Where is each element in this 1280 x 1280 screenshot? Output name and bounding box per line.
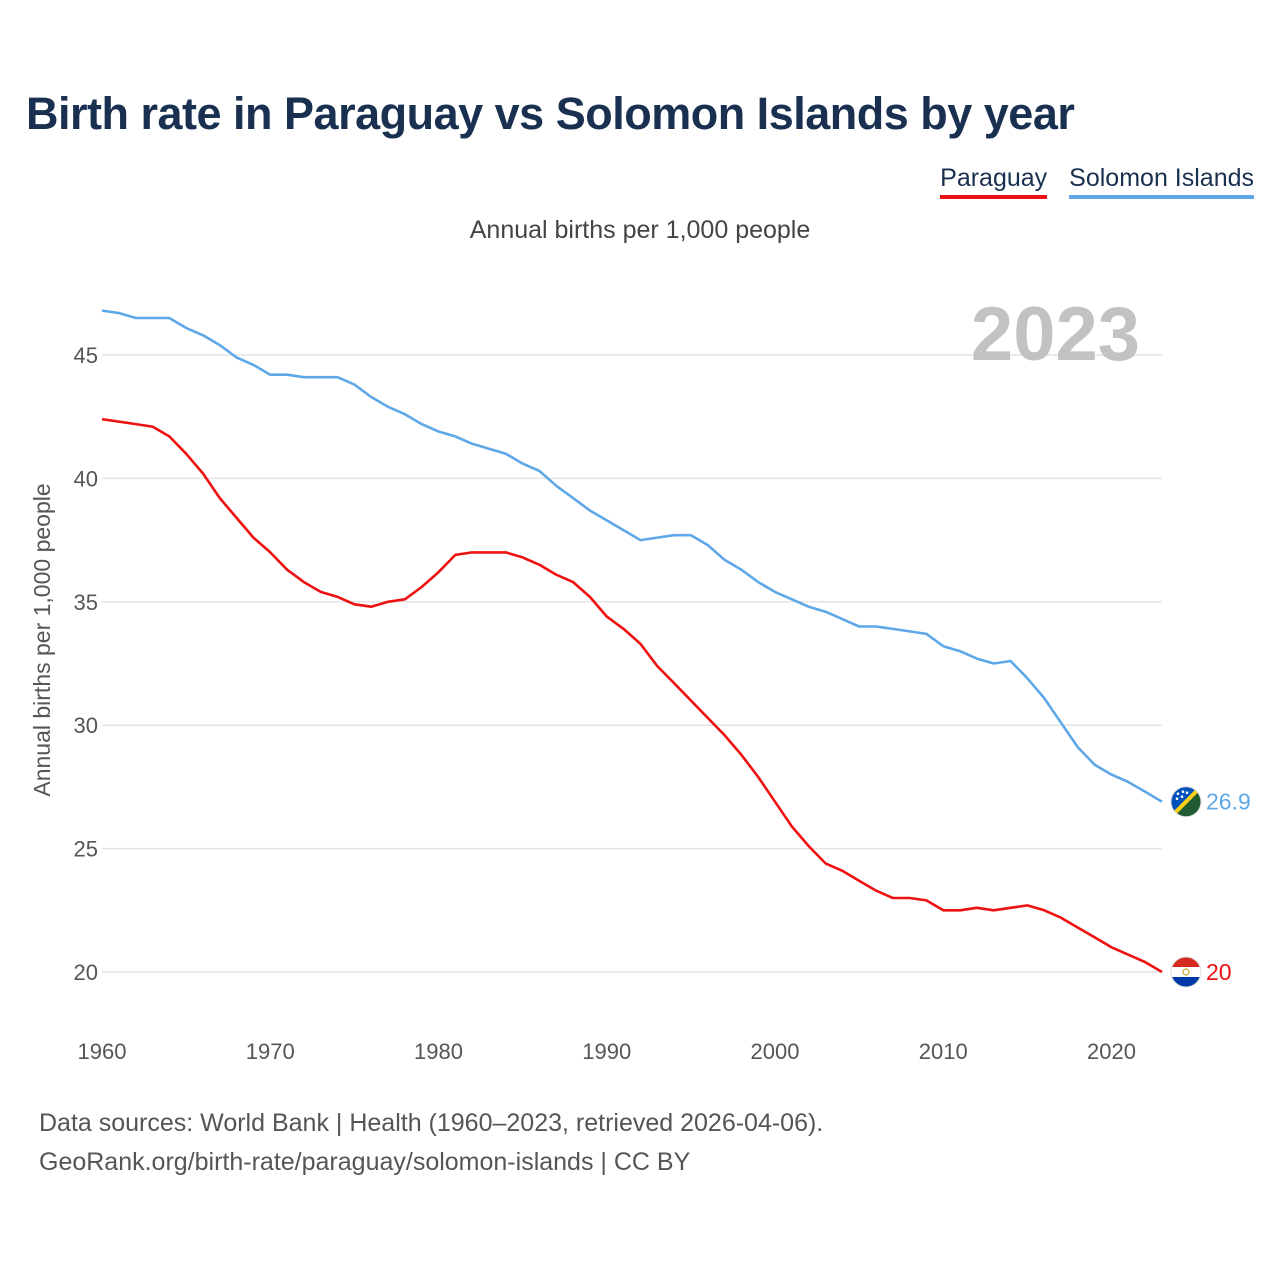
year-label: 2023 (971, 292, 1140, 377)
x-tick-label: 2000 (751, 1039, 800, 1064)
x-tick-label: 2010 (919, 1039, 968, 1064)
source-url[interactable]: GeoRank.org/birth-rate/paraguay/solomon-… (39, 1148, 691, 1176)
x-tick-label: 1960 (78, 1039, 127, 1064)
x-tick-label: 2020 (1087, 1039, 1136, 1064)
y-tick-label: 30 (74, 713, 98, 738)
x-tick-label: 1980 (414, 1039, 463, 1064)
x-axis: 1960 1970 1980 1990 2000 2010 2020 (78, 1039, 1136, 1064)
end-value-label: 26.9 (1206, 789, 1251, 815)
y-axis: 20 25 30 35 40 45 (74, 343, 98, 985)
chart-subtitle: Annual births per 1,000 people (469, 216, 811, 244)
end-markers: 20 26.9 (1170, 786, 1251, 988)
y-tick-label: 25 (74, 837, 98, 862)
y-tick-label: 45 (74, 343, 98, 368)
x-tick-label: 1990 (582, 1039, 631, 1064)
gridlines (102, 354, 1162, 973)
paraguay-flag-icon (1170, 956, 1202, 988)
series-lines (101, 309, 1163, 974)
y-tick-label: 35 (74, 590, 98, 615)
source-line: Data sources: World Bank | Health (1960–… (39, 1109, 824, 1137)
y-tick-label: 40 (74, 466, 98, 491)
y-tick-label: 20 (74, 960, 98, 985)
y-axis-label: Annual births per 1,000 people (29, 483, 55, 796)
end-value-label: 20 (1206, 959, 1232, 985)
series-line-solomon-islands (101, 309, 1163, 803)
legend: Paraguay Solomon Islands (940, 164, 1254, 199)
source-note: Data sources: World Bank | Health (1960–… (39, 1104, 823, 1182)
legend-item-paraguay[interactable]: Paraguay (940, 164, 1048, 199)
series-line-paraguay (101, 417, 1163, 974)
legend-item-solomon-islands[interactable]: Solomon Islands (1069, 164, 1254, 199)
chart-title: Birth rate in Paraguay vs Solomon Island… (26, 88, 1075, 139)
x-tick-label: 1970 (246, 1039, 295, 1064)
solomon-islands-flag-icon (1170, 786, 1202, 818)
